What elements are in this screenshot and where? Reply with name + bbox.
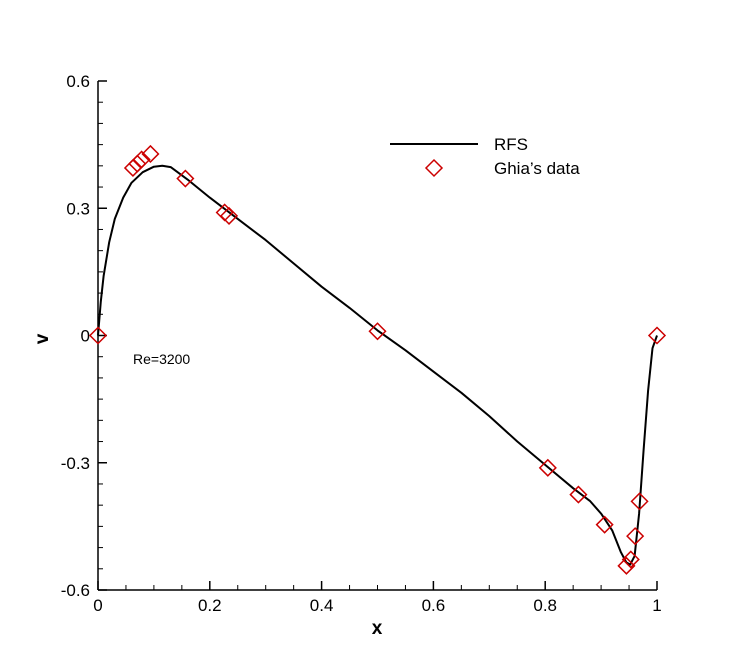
ghia-data-point — [647, 326, 667, 345]
ghia-data-point — [538, 458, 557, 477]
y-tick-label: -0.3 — [61, 454, 90, 473]
x-tick-label: 1 — [652, 596, 661, 615]
y-tick-label: 0 — [81, 327, 90, 346]
ghia-data-point — [176, 169, 195, 188]
annotation-reynolds: Re=3200 — [133, 351, 190, 367]
ghia-data-point — [617, 556, 636, 575]
ghia-data-point — [569, 485, 588, 504]
ghia-data-point — [88, 326, 108, 345]
axes — [97, 81, 657, 591]
ghia-data-point — [595, 515, 614, 534]
x-tick-label: 0 — [93, 596, 102, 615]
ghia-data-point — [132, 150, 151, 169]
ghia-data-point — [621, 550, 640, 569]
ghia-data-point — [630, 492, 649, 511]
x-axis-label: x — [372, 618, 383, 639]
rfs-series-line — [97, 164, 658, 566]
x-tick-label: 0.2 — [198, 596, 222, 615]
ticks: 0 0.2 0.4 0.6 0.8 1 -0.6 -0.3 0 0.3 0.6 — [61, 72, 662, 615]
legend: RFS Ghia’s data — [390, 135, 580, 178]
y-tick-label: -0.6 — [61, 581, 90, 600]
series-layer — [88, 144, 667, 575]
y-tick-label: 0.6 — [66, 72, 90, 91]
legend-diamond-swatch — [424, 158, 444, 178]
ghia-data-point — [141, 144, 160, 164]
ghia-data-point — [123, 158, 142, 178]
ghia-data-point — [219, 206, 239, 225]
ghia-data-point — [368, 322, 387, 341]
y-axis-label: v — [32, 333, 53, 344]
ghia-data-point — [128, 154, 147, 173]
legend-label: RFS — [494, 135, 528, 154]
x-tick-label: 0.4 — [310, 596, 334, 615]
y-tick-label: 0.3 — [66, 199, 90, 218]
x-tick-label: 0.6 — [422, 596, 446, 615]
legend-label: Ghia’s data — [494, 159, 580, 178]
x-tick-label: 0.8 — [533, 596, 557, 615]
ghia-data-point — [626, 527, 645, 546]
